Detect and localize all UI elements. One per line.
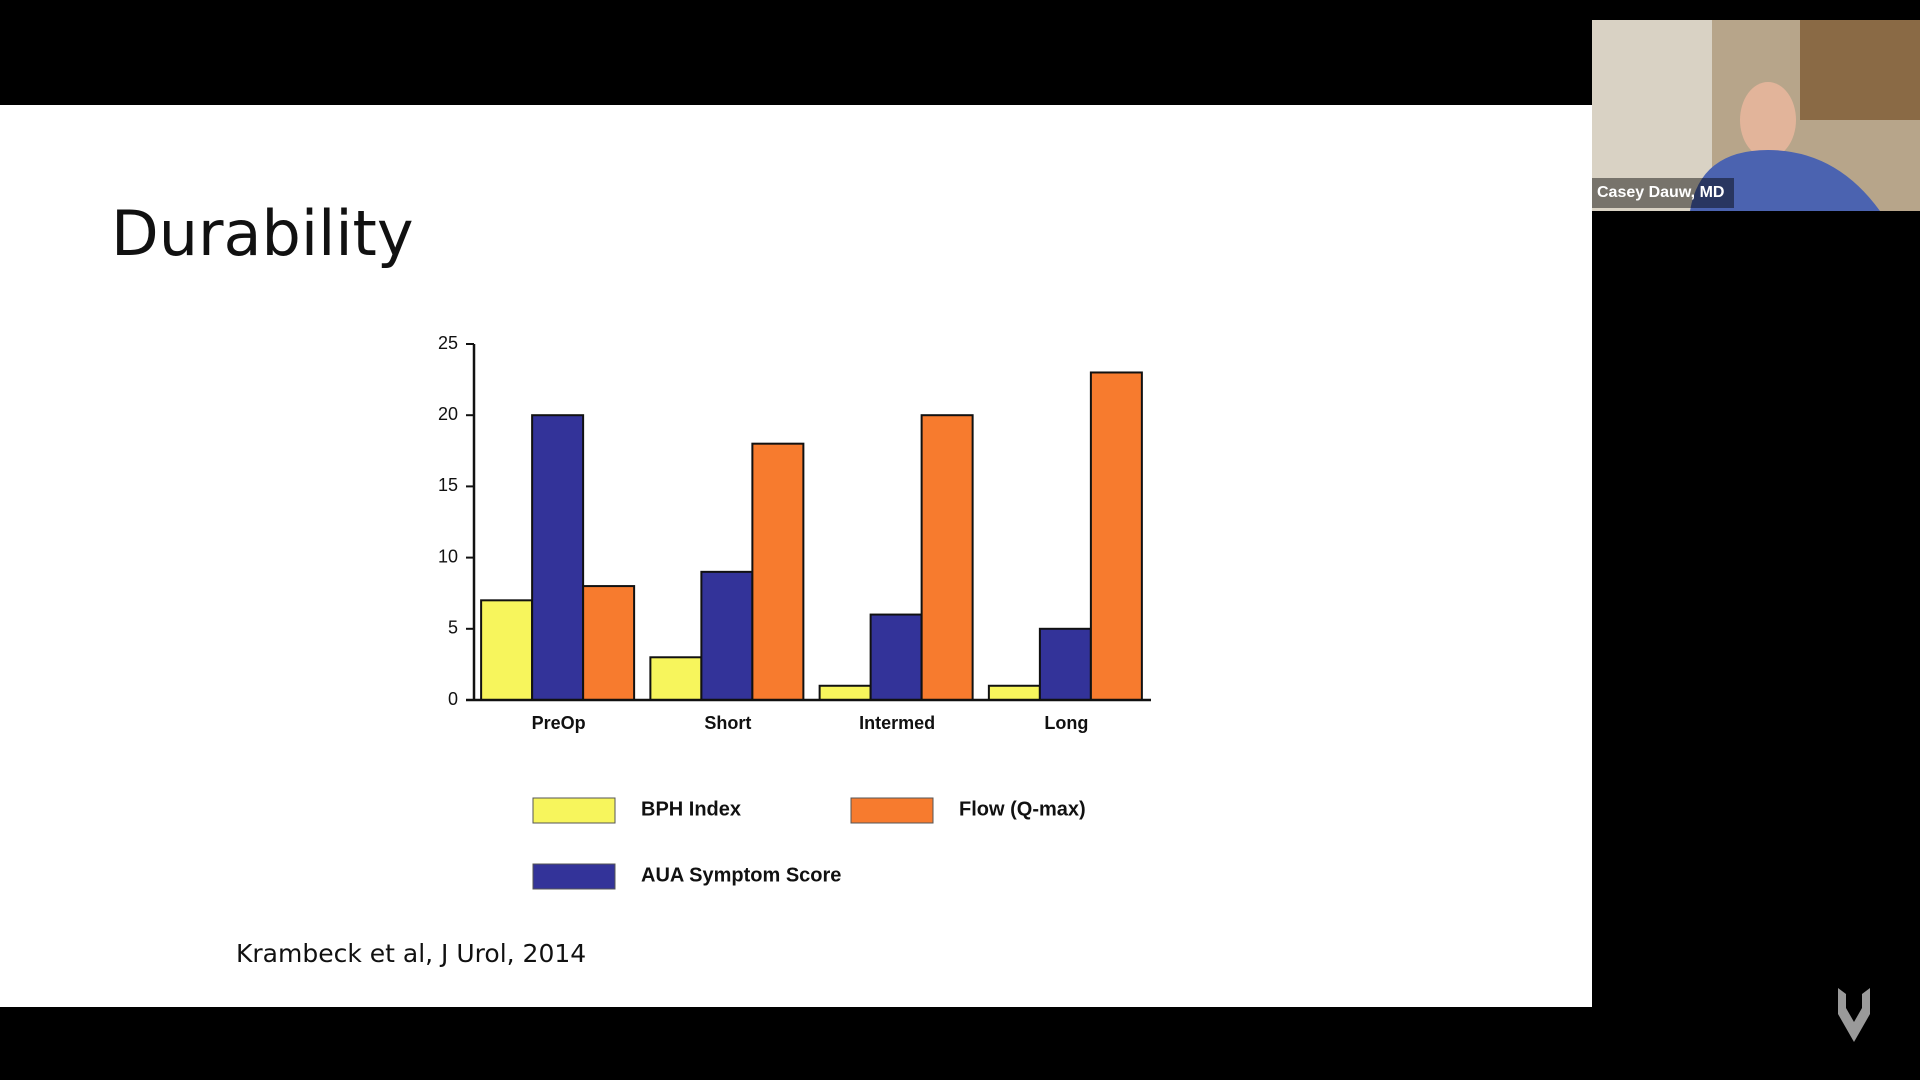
name-badge: [1592, 178, 1734, 208]
video-wall: [1592, 20, 1712, 211]
video-tile: Casey Dauw, MD: [1592, 20, 1920, 211]
slide-title: Durability: [111, 197, 414, 270]
chart: 0 5 10 15 20 25 PreOp Short Intermed Long BPH Inde…: [438, 333, 1151, 890]
bar: [480, 599, 534, 702]
legend-label: Flow (Q-max): [959, 798, 1086, 820]
legend-swatch: [532, 797, 616, 824]
legend-label: AUA Symptom Score: [641, 864, 841, 886]
y-tick-label: 20: [438, 404, 458, 424]
bar: [987, 684, 1041, 702]
x-tick-label: PreOp: [532, 713, 586, 733]
bar: [1089, 371, 1143, 701]
video-shelf: [1800, 20, 1920, 120]
y-tick-label: 0: [448, 689, 458, 709]
y-tick-label: 5: [448, 618, 458, 638]
bar: [920, 414, 974, 701]
participant-name: Casey Dauw, MD: [1597, 184, 1724, 201]
citation: Krambeck et al, J Urol, 2014: [236, 939, 586, 968]
y-tick-label: 10: [438, 546, 458, 566]
x-tick-label: Short: [704, 713, 751, 733]
bar: [869, 613, 923, 701]
legend-label: BPH Index: [641, 798, 741, 820]
x-tick-label: Long: [1044, 713, 1088, 733]
bar: [751, 442, 805, 701]
legend-swatch: [532, 863, 616, 890]
bar: [700, 570, 754, 702]
bar: [582, 585, 636, 702]
bar: [818, 684, 872, 702]
bar: [1038, 627, 1092, 701]
y-tick-label: 15: [438, 475, 458, 495]
video-body: [1690, 150, 1880, 211]
video-head: [1740, 82, 1796, 158]
bar: [531, 414, 585, 701]
bar: [649, 656, 703, 702]
logo: [1838, 988, 1870, 1042]
x-tick-label: Intermed: [859, 713, 935, 733]
legend-swatch: [850, 797, 934, 824]
y-tick-label: 25: [438, 333, 458, 353]
